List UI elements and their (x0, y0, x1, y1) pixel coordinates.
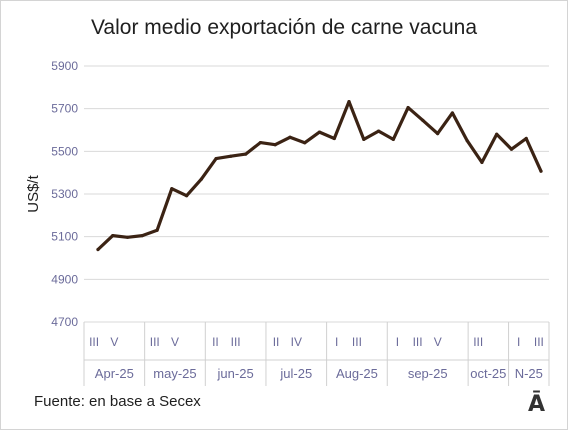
data-point (140, 234, 144, 238)
data-point (288, 135, 292, 139)
chart-title: Valor medio exportación de carne vacuna (90, 16, 477, 39)
x-month-label: N-25 (515, 366, 543, 381)
series-line (96, 99, 543, 252)
data-point (96, 247, 100, 252)
data-point (155, 228, 159, 232)
x-month-label: Apr-25 (95, 366, 134, 381)
data-point (273, 143, 277, 147)
y-tick-label: 5900 (51, 59, 78, 73)
y-tick-label: 5700 (51, 102, 78, 116)
data-point (347, 100, 351, 104)
data-point (509, 147, 514, 151)
data-point (539, 169, 543, 173)
y-tick-label: 5100 (51, 230, 78, 244)
x-week-label: III (534, 335, 544, 349)
y-tick-label: 5300 (51, 187, 78, 201)
x-week-label: III (413, 335, 423, 349)
y-tick-label: 4700 (51, 315, 78, 329)
x-month-label: jul-25 (279, 366, 312, 381)
data-point (362, 137, 366, 141)
source-note: Fuente: en base a Secex (34, 393, 201, 410)
x-week-label: III (231, 335, 241, 349)
x-week-label: V (171, 335, 179, 349)
x-week-label: V (434, 335, 442, 349)
data-point (258, 140, 263, 145)
x-week-label: I (396, 335, 399, 349)
x-month-label: Aug-25 (336, 366, 378, 381)
y-axis-label: US$/t (25, 174, 42, 212)
data-point (376, 129, 381, 133)
data-point (332, 136, 336, 141)
x-week-label: III (89, 335, 99, 349)
y-tick-label: 4900 (51, 272, 78, 286)
x-week-label: IV (291, 335, 302, 349)
data-point (495, 132, 499, 136)
data-point (465, 139, 469, 143)
x-month-label: sep-25 (408, 366, 448, 381)
data-point (524, 136, 528, 141)
data-point (170, 187, 174, 191)
data-point (199, 177, 203, 181)
data-point (480, 160, 484, 165)
data-point (406, 106, 410, 110)
x-week-label: V (110, 335, 118, 349)
data-point (244, 152, 248, 156)
data-point (185, 194, 189, 198)
data-point (229, 154, 233, 158)
brand-logo: Ā (528, 392, 546, 417)
data-point (111, 234, 115, 238)
data-point (436, 132, 440, 136)
x-week-label: III (150, 335, 160, 349)
x-month-label: may-25 (153, 366, 196, 381)
data-point (317, 130, 322, 134)
x-week-label: III (473, 335, 483, 349)
x-month-label: oct-25 (470, 366, 506, 381)
x-week-label: I (335, 335, 338, 349)
data-point (421, 118, 425, 122)
data-point (303, 141, 307, 145)
x-week-label: II (212, 335, 219, 349)
x-week-label: I (517, 335, 520, 349)
x-week-label: III (352, 335, 362, 349)
data-point (125, 235, 130, 239)
x-month-label: jun-25 (217, 366, 254, 381)
data-point (214, 156, 218, 161)
x-week-label: II (273, 335, 280, 349)
y-tick-label: 5500 (51, 144, 78, 158)
data-point (391, 137, 395, 141)
data-point (450, 111, 454, 115)
